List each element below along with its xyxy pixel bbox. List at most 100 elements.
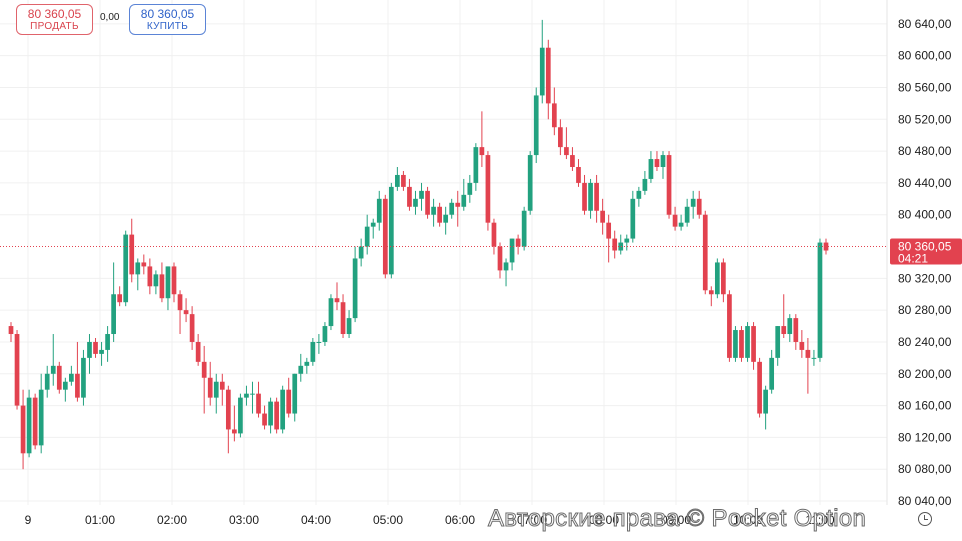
candle — [292, 373, 298, 422]
candle — [8, 322, 14, 342]
candle-body — [298, 365, 304, 374]
candle-body — [745, 326, 750, 358]
candle-body — [382, 198, 388, 275]
candle — [678, 214, 684, 231]
candle-body — [696, 198, 702, 215]
candle-body — [225, 389, 231, 430]
candle-body — [111, 294, 116, 335]
candle — [618, 234, 624, 255]
sell-price: 80 360,05 — [27, 7, 82, 21]
candle-body — [769, 357, 775, 390]
clock-icon[interactable] — [918, 512, 932, 526]
candle-body — [612, 238, 618, 251]
candle-body — [491, 222, 497, 247]
candle-body — [44, 373, 50, 390]
candle — [147, 258, 153, 295]
candle-body — [672, 214, 678, 227]
candle-body — [642, 178, 648, 191]
candle — [153, 270, 159, 295]
candle — [558, 119, 563, 156]
candle-body — [87, 341, 92, 358]
candle-body — [708, 290, 714, 295]
candle — [612, 230, 618, 259]
candle-body — [8, 326, 14, 335]
candle — [123, 230, 129, 307]
candle-body — [624, 238, 630, 243]
candle — [256, 381, 261, 418]
candle-body — [292, 373, 298, 414]
candle-body — [376, 198, 382, 223]
candle-body — [189, 314, 195, 342]
candle — [26, 389, 32, 458]
candle — [129, 218, 135, 283]
candle — [721, 258, 726, 303]
candle — [437, 202, 442, 227]
candle-body — [654, 159, 660, 168]
candle — [708, 286, 714, 307]
candle-body — [781, 326, 787, 335]
time-tick-label: 07:00 — [517, 513, 547, 527]
candle — [684, 198, 690, 227]
candle-body — [183, 310, 189, 315]
candle — [81, 349, 86, 406]
candle-body — [648, 159, 654, 179]
time-axis[interactable]: 9 01:00 02:00 03:00 04:00 05:00 06:00 07:00 08:0… — [25, 513, 835, 527]
candle — [262, 405, 267, 430]
candle — [787, 314, 793, 342]
candle — [793, 314, 799, 350]
candle-body — [515, 238, 521, 247]
candle — [714, 258, 720, 299]
candle — [588, 178, 593, 219]
time-tick-label: 03:00 — [229, 513, 259, 527]
candle — [503, 258, 509, 287]
candle — [44, 365, 50, 398]
candle-body — [407, 186, 412, 207]
candle — [582, 174, 587, 215]
candle — [334, 282, 340, 311]
candle-body — [588, 182, 593, 211]
candle — [564, 127, 569, 160]
candle — [624, 234, 630, 251]
candle-body — [232, 429, 237, 434]
candle-body — [558, 127, 563, 148]
price-tick-label: 80 240,00 — [898, 335, 952, 349]
candle — [56, 361, 62, 394]
candle-body — [304, 361, 310, 366]
candle-body — [346, 318, 352, 335]
candle-body — [570, 155, 575, 168]
candle — [352, 246, 358, 323]
candle-body — [93, 341, 98, 354]
candle — [328, 294, 334, 331]
candle-body — [461, 194, 467, 207]
candle-body — [395, 174, 400, 187]
candle-body — [413, 198, 418, 207]
candle — [32, 393, 38, 450]
candle — [600, 198, 605, 235]
buy-button[interactable]: 80 360,05 КУПИТЬ — [129, 4, 206, 35]
candle — [401, 170, 406, 191]
time-tick-label: 09:00 — [661, 513, 691, 527]
candle-body — [564, 147, 569, 156]
candle-body — [334, 298, 340, 303]
candle — [322, 322, 328, 346]
time-tick-label: 05:00 — [373, 513, 403, 527]
candle — [419, 182, 424, 211]
candle-body — [219, 381, 225, 390]
candle-body — [630, 198, 636, 239]
candlestick-series — [8, 19, 829, 470]
copyright-watermark: Авторские права © Pocket Option — [487, 505, 867, 533]
candle — [298, 353, 304, 382]
sell-button[interactable]: 80 360,05 ПРОДАТЬ — [16, 4, 93, 35]
candle — [811, 349, 817, 366]
candle-body — [763, 389, 768, 414]
candle — [286, 377, 292, 418]
candle — [455, 190, 461, 227]
candle — [636, 186, 642, 207]
candle — [141, 254, 147, 275]
candle — [757, 357, 762, 418]
price-axis[interactable]: 80 040,00 80 080,00 80 120,00 80 160,00 80 2… — [886, 0, 952, 508]
candle-body — [268, 401, 273, 426]
candle — [648, 151, 654, 183]
price-tick-label: 80 480,00 — [898, 144, 952, 158]
